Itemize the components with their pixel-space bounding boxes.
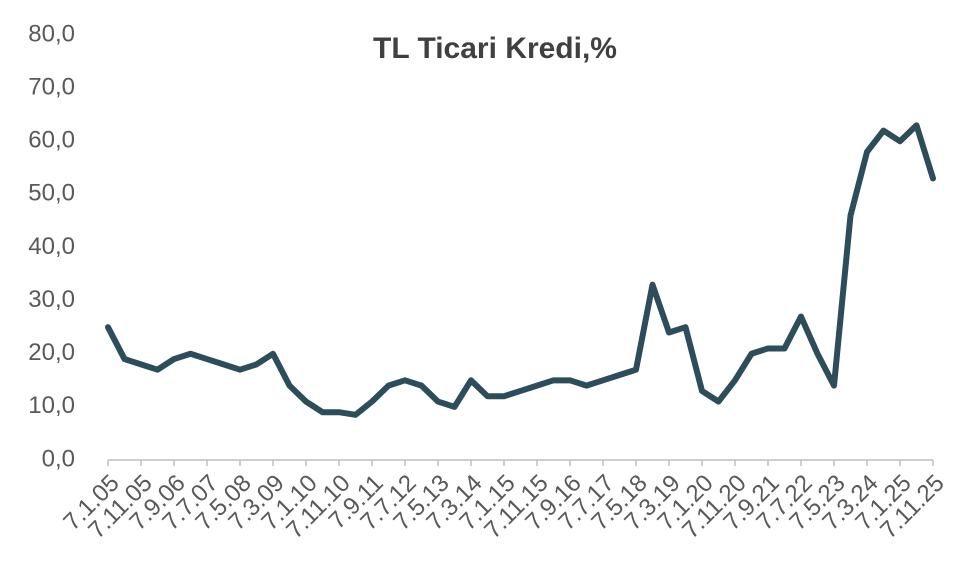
y-tick-label: 80,0 <box>28 20 75 47</box>
y-tick-label: 30,0 <box>28 286 75 313</box>
data-line <box>105 122 936 418</box>
y-tick-label: 70,0 <box>28 73 75 100</box>
y-tick-label: 40,0 <box>28 233 75 260</box>
chart-title: TL Ticari Kredi,% <box>373 32 617 65</box>
y-tick-label: 0,0 <box>42 445 75 472</box>
y-tick-label: 10,0 <box>28 392 75 419</box>
y-tick-label: 60,0 <box>28 127 75 154</box>
y-tick-label: 50,0 <box>28 180 75 207</box>
y-tick-label: 20,0 <box>28 339 75 366</box>
